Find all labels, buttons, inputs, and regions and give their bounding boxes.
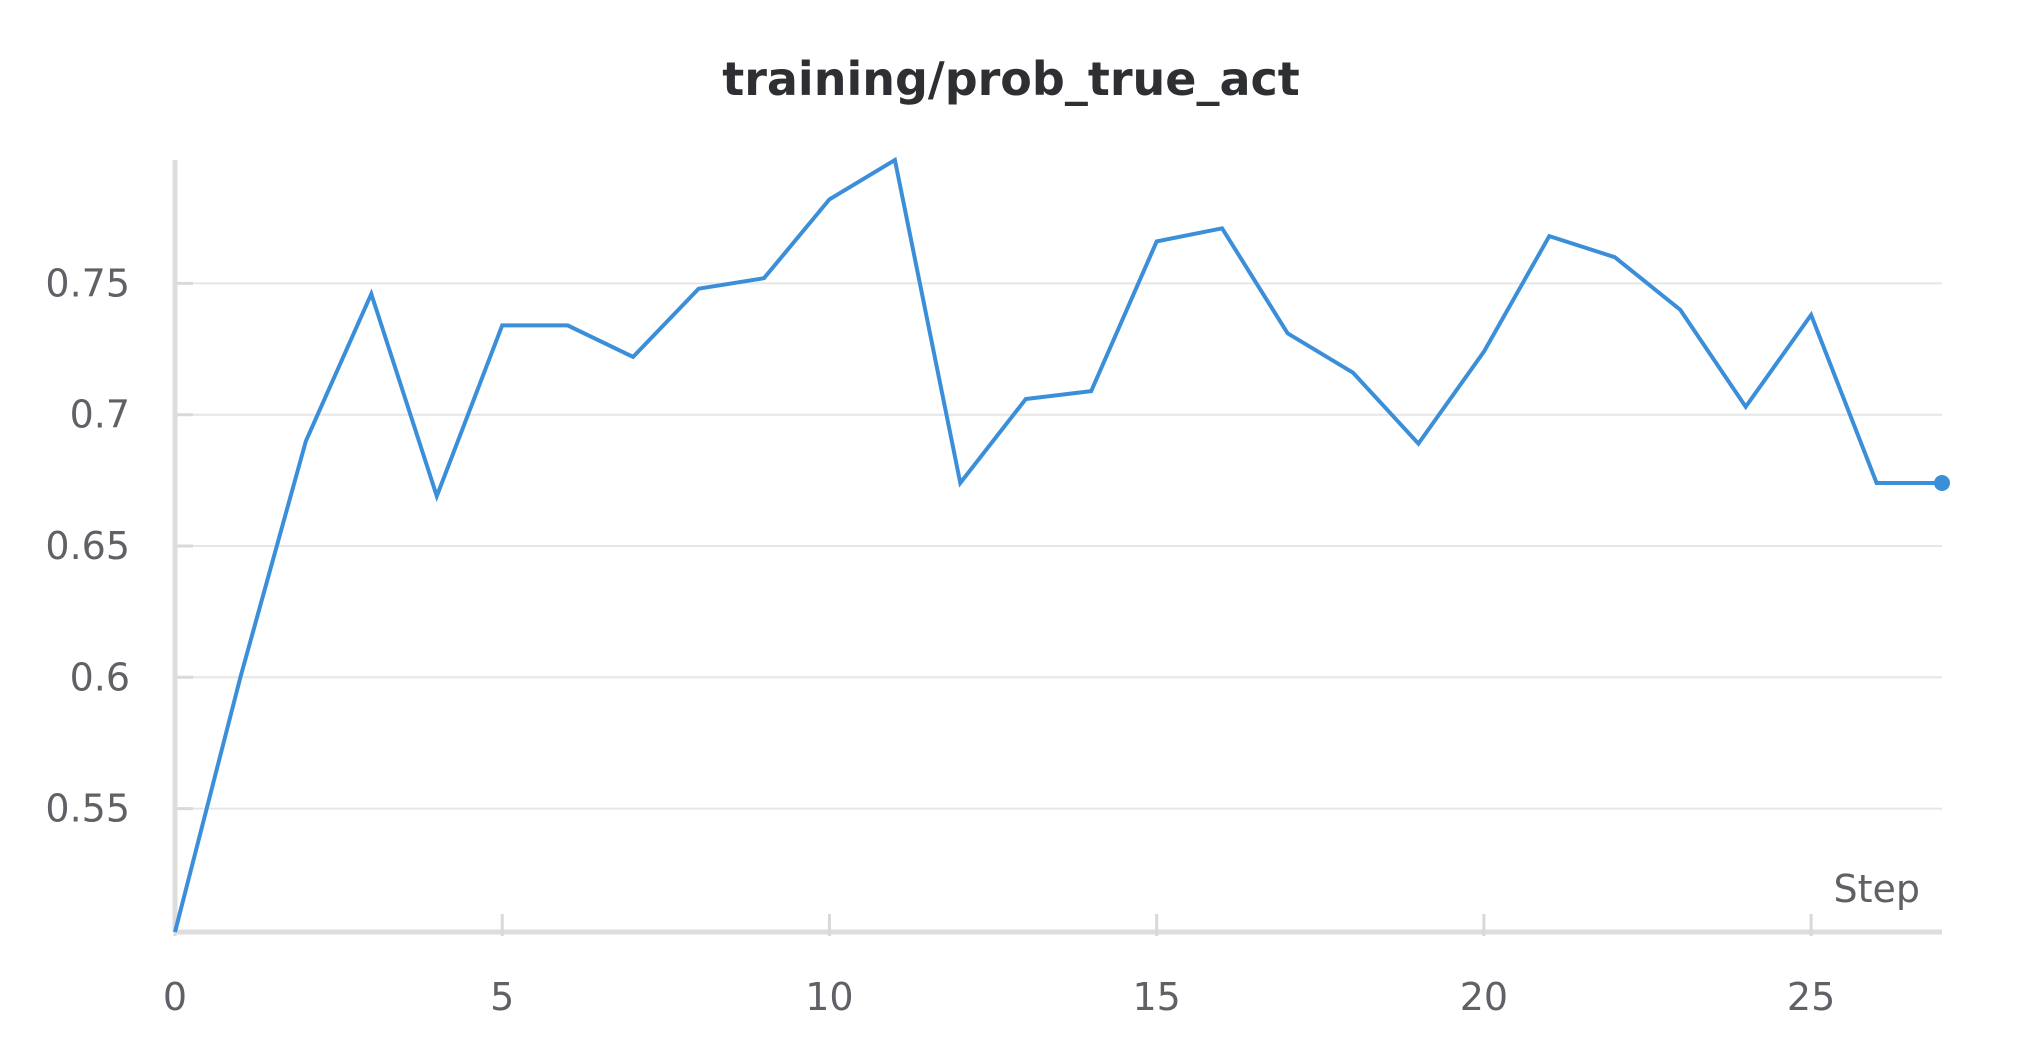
x-tick-label: 10 bbox=[805, 975, 853, 1019]
x-tick-label: 0 bbox=[163, 975, 187, 1019]
chart-title: training/prob_true_act bbox=[722, 52, 1300, 106]
axes bbox=[172, 160, 1942, 936]
x-axis-label: Step bbox=[1833, 867, 1920, 911]
y-tick-label: 0.7 bbox=[70, 393, 130, 437]
y-tick-label: 0.55 bbox=[45, 787, 130, 831]
series-layer bbox=[173, 156, 1950, 933]
y-tick-label: 0.75 bbox=[45, 261, 130, 305]
y-tick-label: 0.6 bbox=[70, 655, 130, 699]
tick-labels: 0.55 0.6 0.65 0.7 0.75 0 5 10 15 20 25 bbox=[45, 261, 1835, 1019]
series-line bbox=[173, 156, 1942, 933]
x-tick-label: 25 bbox=[1787, 975, 1835, 1019]
x-tick-label: 5 bbox=[490, 975, 514, 1019]
gridlines bbox=[175, 282, 1942, 810]
x-tick-label: 20 bbox=[1460, 975, 1508, 1019]
x-tick-label: 15 bbox=[1132, 975, 1180, 1019]
y-tick-label: 0.65 bbox=[45, 524, 130, 568]
series-end-point bbox=[1934, 474, 1950, 491]
